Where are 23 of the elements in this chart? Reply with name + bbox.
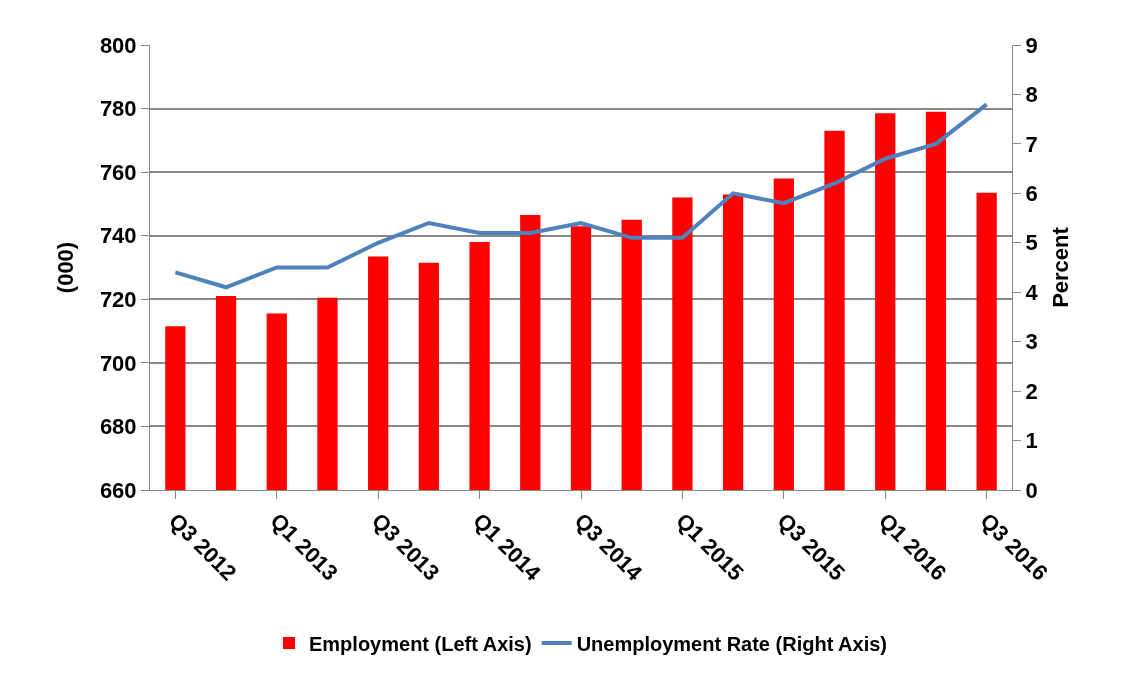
y2-tick-label: 6 (1025, 181, 1038, 207)
y2-tick-label: 1 (1025, 428, 1038, 454)
y-tick-label: 720 (99, 286, 137, 312)
y-axis-title: (000) (52, 241, 78, 294)
y-tick-label: 700 (99, 350, 137, 376)
y2-tick-label: 8 (1025, 82, 1038, 108)
y2-tick-label: 5 (1025, 230, 1038, 256)
y-tick-label: 740 (99, 223, 137, 249)
y2-tick-label: 9 (1025, 32, 1038, 58)
y2-tick-label: 7 (1025, 131, 1038, 157)
line-series (173, 102, 989, 290)
y-tick-label: 760 (99, 159, 137, 185)
y-tick-label: 680 (99, 414, 137, 440)
y-tick-label: 780 (99, 96, 137, 122)
legend-label: Unemployment Rate (Right Axis) (576, 632, 888, 655)
y2-tick-label: 3 (1025, 329, 1038, 355)
y2-tick-label: 0 (1025, 477, 1038, 503)
legend-label: Employment (Left Axis) (309, 632, 532, 655)
y2-tick-label: 2 (1025, 378, 1038, 404)
y-tick-label: 800 (99, 32, 137, 58)
y2-axis-title: Percent (1048, 226, 1074, 308)
y2-tick-label: 4 (1025, 279, 1039, 305)
y-tick-label: 660 (99, 477, 137, 503)
